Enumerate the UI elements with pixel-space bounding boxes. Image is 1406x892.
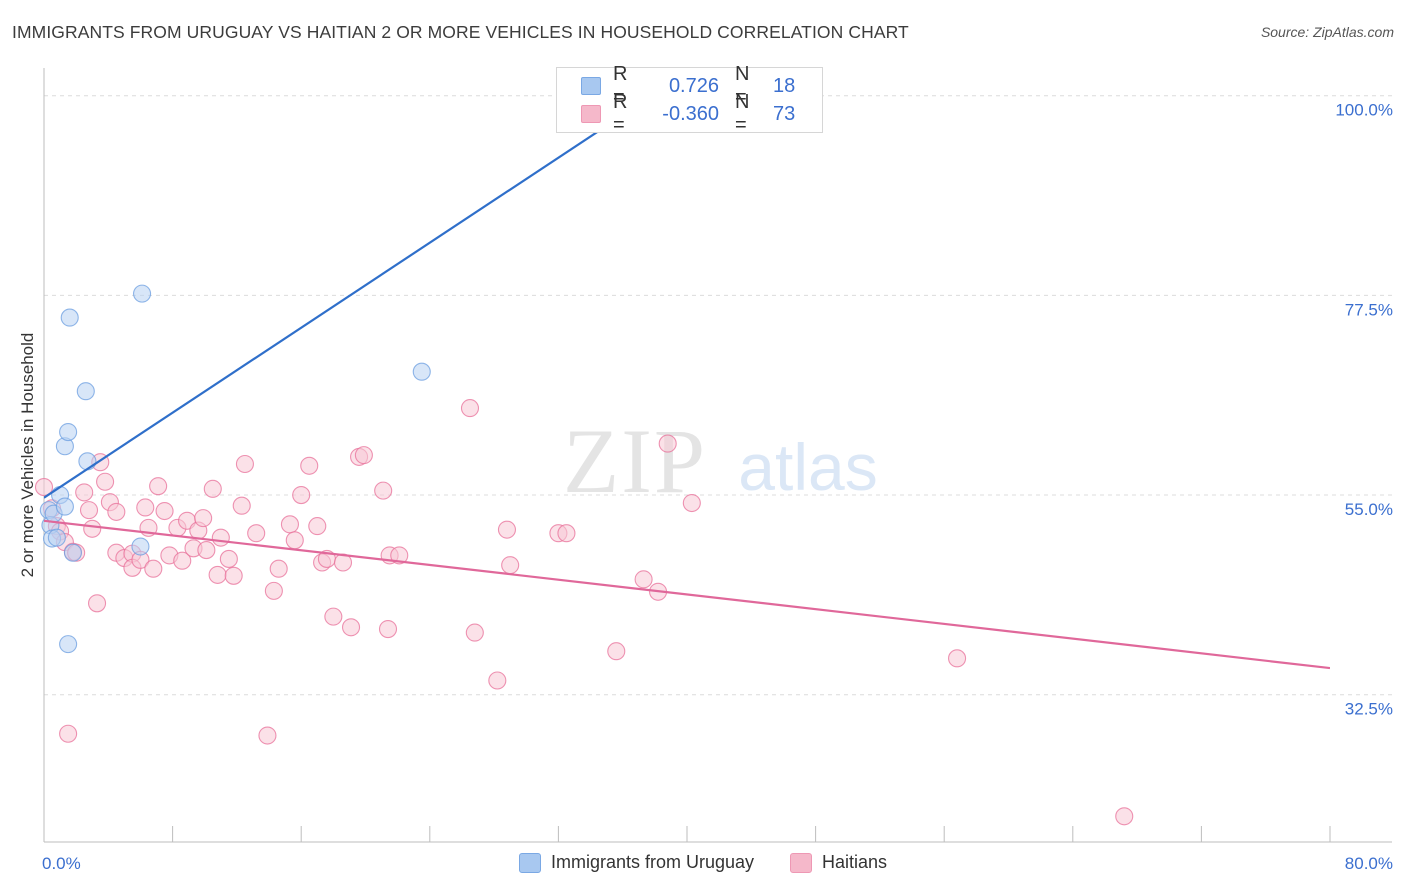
stats-swatch-uruguay: [581, 77, 601, 95]
haitian-point-48: [300, 456, 319, 475]
uruguay-point-10: [59, 635, 78, 654]
haitian-point-61: [460, 399, 480, 418]
haitian-point-11: [87, 594, 107, 613]
y-tick-label-1: 77.5%: [1345, 300, 1393, 319]
x-tick-label-1: 80.0%: [1345, 854, 1393, 873]
haitian-point-0: [34, 478, 54, 497]
haitian-point-56: [354, 446, 373, 465]
haitian-point-69: [634, 570, 653, 589]
y-tick-labels: 100.0% 77.5% 55.0% 32.5%: [1335, 101, 1393, 719]
r-label: R =: [613, 63, 628, 108]
n-value: 73: [773, 102, 796, 125]
haitian-point-72: [682, 493, 701, 513]
uruguay-point-13: [78, 452, 97, 471]
haitian-point-21: [136, 498, 155, 517]
uruguay-point-11: [63, 543, 82, 562]
y-tick-label-0: 100.0%: [1335, 101, 1393, 120]
haitian-point-10: [83, 519, 102, 538]
haitian-point-40: [235, 454, 254, 474]
n-label: N =: [735, 91, 750, 136]
uruguay-point-12: [76, 382, 95, 401]
uruguay-point-4: [47, 528, 66, 547]
haitian-point-59: [378, 619, 398, 639]
haitian-point-67: [557, 524, 576, 543]
haitian-point-74: [1115, 807, 1134, 826]
uruguay-trend-line: [44, 77, 680, 499]
haitian-point-47: [292, 485, 311, 505]
watermark: ZIP atlas: [563, 410, 878, 512]
haitian-point-68: [607, 642, 626, 661]
legend-swatch-uruguay: [518, 852, 541, 873]
y-axis-label: 2 or more Vehicles in Household: [18, 332, 37, 578]
haitian-point-65: [501, 556, 520, 575]
haitian-point-41: [247, 524, 266, 543]
trend-lines: [44, 77, 1330, 670]
stats-box: R = 0.726 N = 18 R = -0.360 N = 73: [556, 63, 823, 136]
haitian-point-32: [194, 509, 213, 528]
watermark-zip: ZIP: [563, 410, 707, 512]
haitian-point-52: [324, 607, 343, 626]
haitian-point-36: [211, 528, 230, 547]
haitian-trend-line: [44, 519, 1330, 670]
x-tick-labels: 0.0% 80.0%: [42, 854, 1393, 873]
haitian-point-46: [285, 531, 304, 550]
haitian-point-13: [96, 472, 115, 491]
haitian-point-49: [308, 517, 327, 536]
uruguay-point-8: [59, 422, 78, 442]
haitian-point-33: [197, 541, 216, 560]
legend-label-haitians: Haitians: [822, 852, 888, 872]
haitian-point-35: [208, 565, 227, 584]
legend-label-uruguay: Immigrants from Uruguay: [550, 852, 755, 872]
r-label: R =: [613, 91, 628, 136]
haitian-point-43: [264, 581, 283, 600]
uruguay-point-16: [412, 362, 431, 381]
r-value: 0.726: [668, 74, 719, 97]
haitian-point-5: [59, 724, 78, 743]
y-tick-label-3: 32.5%: [1345, 700, 1393, 719]
x-tick-label-0: 0.0%: [42, 854, 81, 873]
n-label: N =: [735, 63, 750, 108]
uruguay-point-15: [133, 284, 152, 303]
haitian-point-23: [144, 559, 163, 578]
haitian-point-24: [149, 477, 168, 496]
haitian-point-62: [465, 623, 484, 642]
haitian-point-34: [203, 479, 222, 498]
n-value: 18: [773, 74, 796, 97]
uruguay-point-14: [131, 537, 150, 556]
legend-swatch-haitians: [790, 852, 813, 873]
legend-item-uruguay: Immigrants from Uruguay: [518, 852, 755, 873]
haitian-point-64: [497, 520, 517, 539]
uruguay-point-6: [55, 497, 74, 516]
haitian-point-25: [155, 501, 174, 521]
haitian-point-38: [224, 566, 243, 585]
haitian-point-37: [219, 549, 238, 568]
haitian-point-57: [374, 481, 393, 500]
legend: Immigrants from Uruguay Haitians: [0, 852, 1406, 873]
haitian-point-15: [107, 502, 126, 521]
haitian-point-63: [488, 671, 507, 690]
legend-item-haitians: Haitians: [790, 852, 887, 873]
grid-lines: [44, 95, 1392, 696]
watermark-atlas: atlas: [738, 430, 877, 504]
haitian-point-73: [948, 649, 967, 668]
haitian-point-54: [341, 618, 361, 637]
r-value: -0.360: [662, 102, 719, 125]
haitian-point-42: [258, 726, 277, 745]
source-label: Source: ZipAtlas.com: [1260, 24, 1394, 40]
chart-title: IMMIGRANTS FROM URUGUAY VS HAITIAN 2 OR …: [12, 22, 909, 42]
haitian-point-28: [173, 551, 192, 570]
haitian-point-39: [232, 496, 251, 515]
haitian-point-8: [75, 483, 94, 502]
axes: [43, 68, 1392, 843]
haitian-point-9: [79, 501, 99, 520]
y-tick-label-2: 55.0%: [1345, 500, 1393, 519]
uruguay-point-9: [60, 308, 79, 327]
haitian-point-45: [280, 515, 299, 534]
haitian-point-44: [269, 559, 288, 578]
haitian-point-71: [658, 434, 677, 453]
stats-swatch-haitians: [581, 105, 601, 123]
haitian-point-60: [390, 546, 409, 565]
